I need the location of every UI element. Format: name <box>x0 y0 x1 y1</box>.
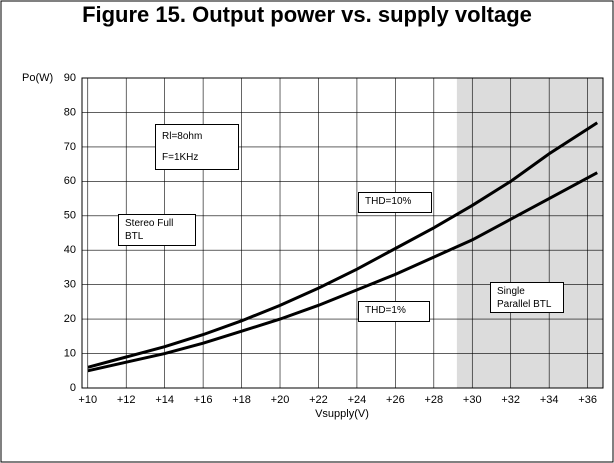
condition-box: Rl=8ohm F=1KHz <box>155 124 239 170</box>
y-tick-label: 40 <box>64 244 76 256</box>
plot-border <box>81 77 604 389</box>
note-text: F=1KHz <box>162 151 199 163</box>
x-axis-label: Vsupply(V) <box>315 408 369 420</box>
x-tick-label: +36 <box>578 394 597 406</box>
y-tick-label: 90 <box>64 72 76 84</box>
x-tick-label: +16 <box>194 394 213 406</box>
y-tick-label: 50 <box>64 210 76 222</box>
chart-title: Figure 15. Output power vs. supply volta… <box>82 2 532 27</box>
x-tick-label: +18 <box>232 394 251 406</box>
note-text: THD=1% <box>365 305 406 316</box>
x-tick-label: +12 <box>117 394 136 406</box>
note-text: Single Parallel BTL <box>497 286 552 310</box>
series-label: THD=1% <box>358 301 430 322</box>
x-tick-label: +10 <box>78 394 97 406</box>
note-text: Rl=8ohm <box>162 131 203 142</box>
x-tick-label: +28 <box>424 394 443 406</box>
region-label: Stereo Full BTL <box>118 214 196 246</box>
x-tick-label: +22 <box>309 394 328 406</box>
y-tick-label: 30 <box>64 279 76 291</box>
series-line <box>87 121 599 369</box>
shaded-region <box>456 78 603 388</box>
x-tick-label: +30 <box>463 394 482 406</box>
y-tick-label: 20 <box>64 313 76 325</box>
x-tick-label: +32 <box>501 394 520 406</box>
x-tick-label: +26 <box>386 394 405 406</box>
y-tick-label: 70 <box>64 141 76 153</box>
x-tick-label: +14 <box>155 394 174 406</box>
y-tick-label: 60 <box>64 175 76 187</box>
y-tick-label: 80 <box>64 106 76 118</box>
x-tick-label: +20 <box>271 394 290 406</box>
series-line <box>87 171 598 373</box>
y-tick-label: 10 <box>64 347 76 359</box>
series-label: THD=10% <box>358 192 432 213</box>
x-tick-label: +24 <box>348 394 367 406</box>
y-tick-label: 0 <box>70 382 76 394</box>
region-label: Single Parallel BTL <box>490 282 564 313</box>
note-text: Stereo Full BTL <box>125 218 174 242</box>
y-axis-label: Po(W) <box>22 72 53 84</box>
note-text: THD=10% <box>365 196 412 207</box>
x-tick-label: +34 <box>540 394 559 406</box>
